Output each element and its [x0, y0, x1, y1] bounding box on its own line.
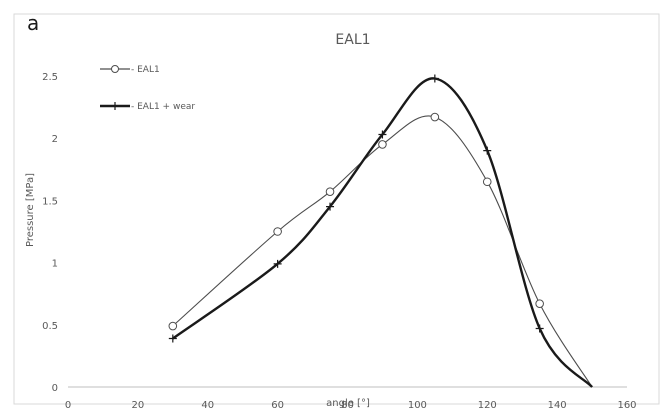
y-tick-label: 0.5 [42, 321, 58, 332]
x-tick-label: 120 [478, 400, 497, 409]
x-tick-label: 80 [341, 400, 354, 409]
panel-label: a [27, 11, 40, 35]
data-point-circle [430, 112, 440, 122]
data-point-circle [168, 321, 178, 331]
x-tick-label: 0 [65, 400, 71, 409]
y-tick-label: 2.5 [42, 72, 58, 83]
x-tick-label: 140 [548, 400, 567, 409]
legend-label-eal1: - EAL1 [131, 65, 160, 75]
legend: - EAL1 - EAL1 + wear [100, 65, 195, 112]
data-point-plus [430, 74, 439, 83]
series-line-1 [172, 77, 593, 388]
data-point-circle [273, 227, 282, 236]
data-point-circle [535, 299, 544, 308]
chart-title: EAL1 [335, 32, 370, 48]
data-point-plus [378, 130, 387, 139]
y-tick-label: 1.5 [42, 196, 58, 207]
tick-labels: 0 20 40 60 80 100 120 140 160 0 0.5 1 1.5 2 2.5 [42, 72, 636, 411]
x-tick-label: 40 [201, 400, 214, 409]
y-tick-label: 0 [52, 383, 58, 394]
x-tick-label: 20 [132, 400, 145, 409]
data-point-circle [378, 140, 387, 149]
data-point-circle [325, 187, 335, 196]
chart-border [13, 13, 660, 405]
x-axis-label: angle [°] [326, 398, 370, 409]
data-point-plus [168, 334, 177, 343]
legend-label-eal1-wear: - EAL1 + wear [131, 102, 195, 112]
data-point-plus [273, 259, 282, 268]
x-tick-label: 60 [271, 400, 284, 409]
y-tick-label: 1 [52, 259, 58, 270]
data-point-plus [483, 146, 492, 155]
series-line-0 [172, 115, 593, 388]
x-tick-label: 160 [617, 400, 636, 409]
data-point-plus [326, 202, 335, 211]
x-tick-label: 100 [408, 400, 427, 409]
series-layer [168, 74, 593, 388]
y-tick-label: 2 [52, 134, 58, 145]
data-point-circle [482, 177, 492, 187]
data-point-plus [535, 324, 544, 333]
legend-marker-circle [111, 65, 119, 73]
y-axis-label: Pressure [MPa] [25, 173, 36, 247]
legend-marker-plus [111, 102, 119, 110]
